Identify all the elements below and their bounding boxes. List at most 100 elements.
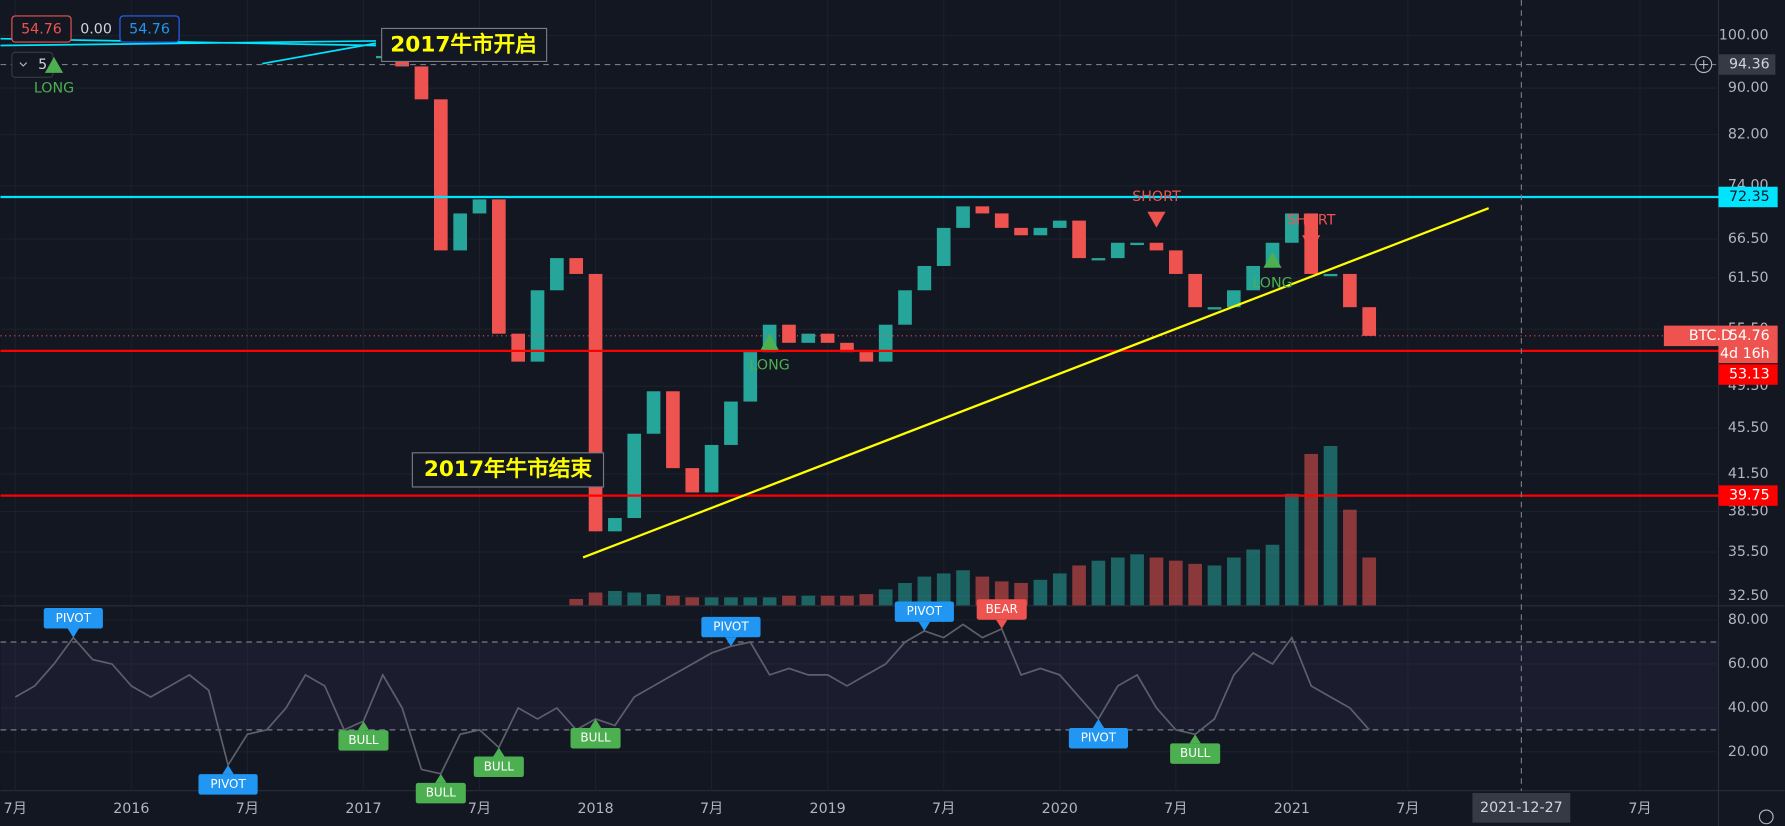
candle [975, 206, 990, 214]
crosshair-y-label: 94.36 [1729, 57, 1770, 73]
signal-marker [760, 333, 779, 350]
signal-marker [1263, 251, 1282, 268]
chevron-icon [19, 62, 28, 67]
volume-bar [743, 597, 758, 606]
y-tick-label: 41.50 [1728, 466, 1769, 482]
volume-bar [646, 594, 661, 606]
candle [472, 199, 487, 214]
volume-bar [608, 590, 622, 606]
rsi-label-box [1068, 727, 1129, 749]
header-value: 0.00 [80, 22, 112, 38]
candle [782, 324, 796, 343]
value-box[interactable] [11, 15, 72, 43]
rsi-label: PIVOT [907, 604, 943, 618]
candle [492, 199, 506, 334]
volume-bar [1188, 563, 1202, 606]
pointer [725, 637, 737, 647]
x-tick-label: 7月 [468, 801, 491, 817]
candle [511, 333, 526, 362]
level-label: 39.75 [1729, 488, 1770, 504]
candle [1091, 258, 1106, 261]
volume-bar [1362, 557, 1377, 606]
volume-bar [936, 573, 951, 606]
candle [1110, 242, 1125, 259]
rsi-label-box [894, 601, 954, 622]
rsi-label-box [338, 730, 389, 751]
y-tick-label: 61.50 [1728, 270, 1769, 286]
rsi-label-box [1170, 743, 1221, 764]
pointer [435, 773, 447, 783]
y-tick-label: 100.00 [1719, 28, 1769, 44]
y-tick-label: 82.00 [1728, 127, 1769, 143]
signal-label: SHORT [1132, 189, 1181, 205]
candle [666, 391, 680, 469]
candle [1188, 273, 1202, 308]
pointer [357, 721, 370, 731]
rsi-label: BULL [348, 733, 379, 747]
y-tick-label: 20.00 [1728, 744, 1769, 760]
candle [936, 227, 951, 266]
settings-icon[interactable] [1758, 809, 1774, 825]
countdown-box [1718, 344, 1778, 364]
signal-marker [44, 56, 64, 73]
x-tick-label: 2016 [113, 801, 149, 817]
candle [801, 333, 816, 343]
drawing-line [0, 40, 376, 47]
candle [453, 213, 467, 251]
annotation: 2017年牛市结束 [424, 456, 593, 482]
signal-label: SHORT [1287, 212, 1336, 228]
x-tick-label: 2018 [577, 801, 613, 817]
volume-bar [1285, 493, 1299, 606]
rsi-label: BEAR [986, 602, 1018, 616]
candle [1149, 242, 1164, 251]
x-tick-label: 7月 [1628, 801, 1651, 817]
volume-bar [704, 597, 719, 606]
level-label-box [1718, 364, 1778, 385]
candle [898, 290, 912, 325]
candle [1072, 220, 1086, 259]
volume-bar [1304, 453, 1319, 606]
y-tick-label: 40.00 [1728, 700, 1769, 716]
candle [1246, 265, 1260, 291]
rsi-label-box [570, 727, 621, 749]
candle [820, 333, 835, 343]
volume-bar [1168, 560, 1183, 606]
value-box[interactable] [119, 15, 180, 43]
pointer [222, 765, 234, 775]
volume-bar [1149, 557, 1164, 606]
candle [627, 433, 642, 519]
candle [956, 206, 970, 228]
interval: 5 [38, 57, 47, 73]
volume-bar [1207, 565, 1222, 606]
candle [1362, 307, 1377, 336]
x-tick-label: 2019 [810, 801, 846, 817]
y-tick-label: 38.50 [1728, 504, 1769, 520]
y-tick-label: 45.50 [1728, 420, 1769, 436]
volume-bar [588, 592, 603, 606]
volume-bar [1033, 579, 1048, 606]
level-label-box [1718, 186, 1778, 208]
signal-marker [1147, 211, 1166, 228]
volume-bar [1072, 565, 1086, 606]
candle [724, 401, 738, 445]
x-tick-label: 2021 [1274, 801, 1310, 817]
candle [743, 352, 758, 402]
candle [1033, 227, 1048, 236]
volume-bar [627, 592, 642, 606]
trend-line [582, 207, 1490, 559]
volume-bar [724, 597, 738, 606]
volume-bar [801, 595, 816, 606]
candle [704, 444, 719, 493]
volume-bar [762, 597, 777, 606]
volume-bar [569, 598, 584, 606]
x-tick-label: 2020 [1042, 801, 1078, 817]
candle [859, 352, 874, 362]
rsi-label: BULL [484, 759, 515, 773]
rsi-label-box [43, 608, 103, 629]
x-tick-label: 7月 [700, 801, 723, 817]
annotation-box [381, 27, 548, 63]
candle [433, 99, 448, 251]
pointer [67, 628, 80, 638]
signal-label: LONG [1252, 276, 1292, 292]
candle [588, 273, 603, 532]
